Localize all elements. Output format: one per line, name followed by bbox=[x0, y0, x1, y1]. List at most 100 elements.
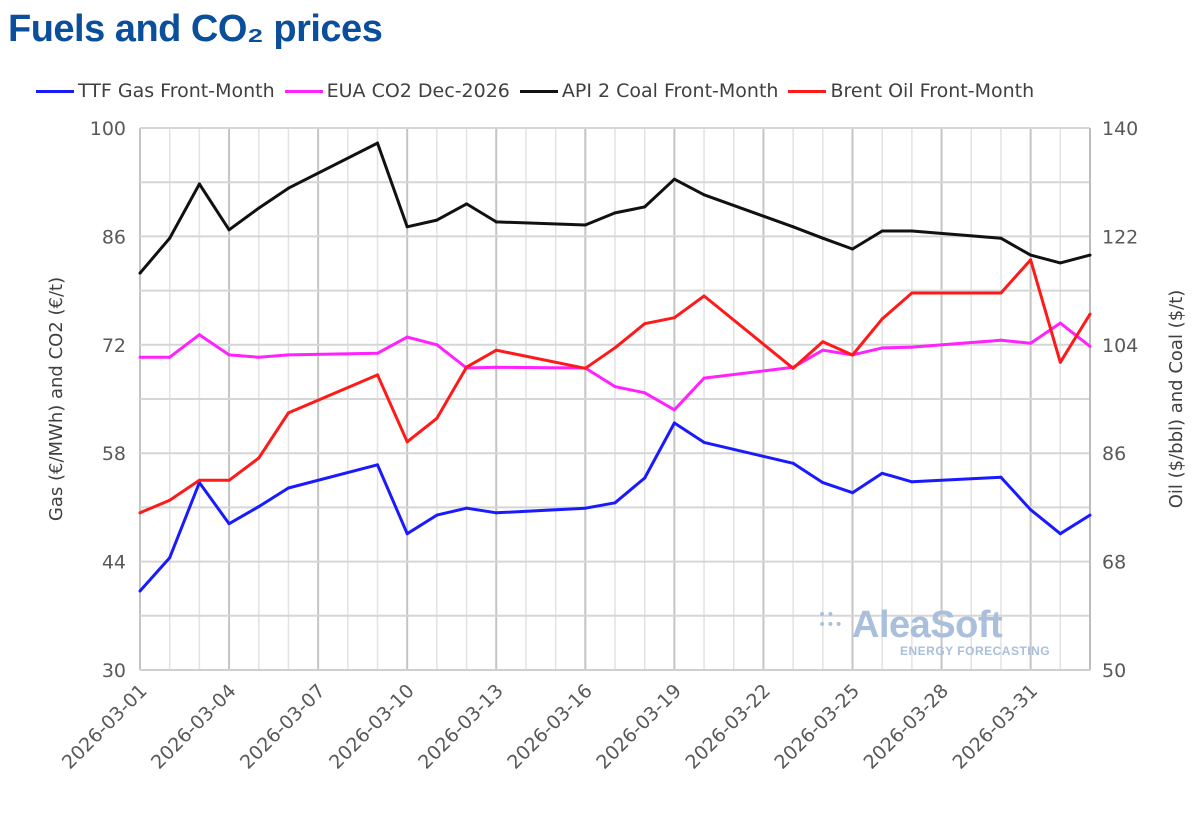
data-point bbox=[435, 343, 439, 347]
data-point bbox=[999, 338, 1003, 342]
data-point bbox=[1029, 508, 1033, 512]
legend-label-co2: EUA CO2 Dec-2026 bbox=[326, 80, 510, 102]
data-point bbox=[286, 486, 290, 490]
series-lines bbox=[138, 141, 1092, 593]
data-point bbox=[910, 291, 914, 295]
data-point bbox=[435, 218, 439, 222]
legend-swatch-gas bbox=[36, 89, 74, 93]
data-point bbox=[821, 481, 825, 485]
data-point bbox=[910, 345, 914, 349]
legend-label-oil: Brent Oil Front-Month bbox=[830, 80, 1035, 102]
data-point bbox=[138, 589, 142, 593]
data-point bbox=[376, 351, 379, 355]
x-tick-label: 2026-03-28 bbox=[859, 680, 953, 774]
data-point bbox=[583, 366, 587, 370]
data-point bbox=[286, 411, 290, 415]
data-point bbox=[197, 333, 201, 337]
chart-title: Fuels and CO₂ prices bbox=[8, 8, 383, 50]
data-point bbox=[821, 236, 825, 240]
x-tick-label: 2026-03-25 bbox=[770, 680, 864, 774]
data-point bbox=[227, 228, 231, 232]
data-point bbox=[465, 506, 469, 510]
data-point bbox=[583, 223, 587, 227]
data-point bbox=[999, 236, 1003, 240]
y-right-tick-label: 122 bbox=[1102, 226, 1138, 248]
data-point bbox=[138, 355, 142, 359]
y-left-tick-label: 44 bbox=[102, 552, 126, 574]
data-point bbox=[613, 501, 617, 505]
data-point bbox=[672, 408, 676, 412]
data-point bbox=[643, 476, 647, 480]
data-point bbox=[405, 440, 409, 444]
data-point bbox=[465, 365, 469, 369]
y-left-tick-label: 58 bbox=[102, 443, 126, 465]
data-point bbox=[613, 385, 617, 389]
data-point bbox=[880, 229, 884, 233]
data-point bbox=[702, 440, 706, 444]
logo-dots-icon: •• ••• bbox=[818, 607, 843, 633]
y-left-tick-label: 72 bbox=[102, 335, 126, 357]
y-left-tick-label: 100 bbox=[90, 118, 126, 140]
legend-label-coal: API 2 Coal Front-Month bbox=[561, 80, 779, 102]
y-left-tick-label: 86 bbox=[102, 226, 126, 248]
data-point bbox=[613, 211, 617, 215]
data-point bbox=[1029, 341, 1033, 345]
data-point bbox=[702, 376, 706, 380]
data-point bbox=[1029, 258, 1033, 262]
y-right-tick-label: 68 bbox=[1102, 552, 1126, 574]
data-point bbox=[1088, 312, 1092, 316]
grid bbox=[139, 127, 1091, 671]
y-left-tick-label: 30 bbox=[102, 660, 126, 682]
data-point bbox=[257, 206, 261, 210]
x-tick-label: 2026-03-16 bbox=[503, 680, 597, 774]
x-tick-label: 2026-03-01 bbox=[58, 680, 152, 774]
data-point bbox=[168, 498, 172, 502]
data-point bbox=[910, 480, 914, 484]
data-point bbox=[138, 271, 142, 275]
data-point bbox=[1029, 253, 1033, 257]
data-point bbox=[880, 317, 884, 321]
data-point bbox=[197, 182, 201, 186]
watermark-logo: •• ••• AleaSoft ENERGY FORECASTING bbox=[818, 606, 1050, 658]
y-right-tick-label: 86 bbox=[1102, 443, 1126, 465]
data-point bbox=[999, 475, 1003, 479]
data-point bbox=[494, 220, 498, 224]
x-tick-label: 2026-03-13 bbox=[414, 680, 508, 774]
y-axis-left-label: Gas (€/MWh) and CO2 (€/t) bbox=[46, 277, 67, 521]
data-point bbox=[791, 366, 795, 370]
data-point bbox=[465, 202, 469, 206]
data-point bbox=[257, 355, 261, 359]
data-point bbox=[851, 491, 854, 495]
data-point bbox=[1058, 360, 1062, 364]
y-right-tick-label: 140 bbox=[1102, 118, 1138, 140]
legend-swatch-coal bbox=[519, 89, 558, 93]
data-point bbox=[257, 456, 261, 460]
data-point bbox=[702, 294, 706, 298]
data-point bbox=[1058, 532, 1062, 536]
legend-label-gas: TTF Gas Front-Month bbox=[78, 80, 275, 102]
legend: TTF Gas Front-Month EUA CO2 Dec-2026 API… bbox=[36, 80, 1044, 102]
data-point bbox=[672, 177, 676, 181]
data-point bbox=[227, 353, 231, 357]
data-point bbox=[999, 291, 1003, 295]
y-right-tick-label: 50 bbox=[1102, 660, 1126, 682]
y-right-tick-label: 104 bbox=[1102, 335, 1138, 357]
data-point bbox=[1088, 513, 1092, 517]
x-tick-label: 2026-03-04 bbox=[147, 680, 241, 774]
data-point bbox=[791, 461, 795, 465]
data-point bbox=[227, 522, 231, 526]
data-point bbox=[286, 353, 290, 357]
data-point bbox=[405, 532, 409, 536]
data-point bbox=[702, 193, 706, 197]
data-point bbox=[791, 225, 795, 229]
legend-swatch-oil bbox=[788, 89, 827, 93]
legend-swatch-co2 bbox=[284, 89, 323, 93]
data-point bbox=[1088, 344, 1092, 348]
data-point bbox=[821, 348, 825, 352]
data-point bbox=[1088, 253, 1092, 257]
data-point bbox=[821, 340, 825, 344]
data-point bbox=[672, 316, 676, 320]
data-point bbox=[405, 335, 409, 339]
x-tick-label: 2026-03-10 bbox=[325, 680, 419, 774]
